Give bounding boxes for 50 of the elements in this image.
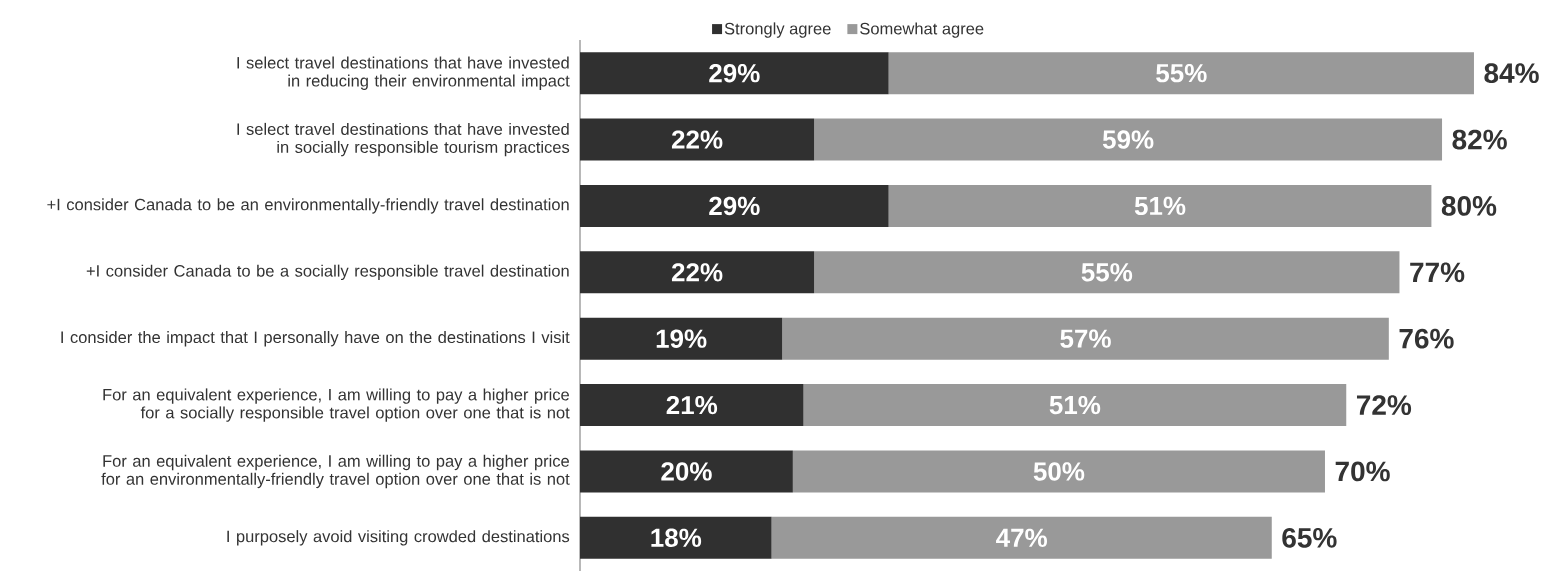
bar bbox=[814, 251, 1400, 294]
bar bbox=[580, 251, 815, 294]
data-label: 57% bbox=[1060, 329, 1111, 348]
data-label: 51% bbox=[1134, 196, 1186, 216]
y-tick-label: For an equivalent experience, I am willing to pay a higher price for an environmentally-friendly travel option over one that is not bbox=[101, 454, 570, 489]
total-label: 72% bbox=[1356, 395, 1412, 415]
data-label: 47% bbox=[996, 528, 1047, 547]
y-tick-label: +I consider Canada to be a socially responsible travel destination bbox=[86, 264, 569, 281]
data-label: 21% bbox=[666, 395, 718, 415]
data-label: 51% bbox=[1049, 395, 1101, 415]
bar bbox=[803, 384, 1347, 427]
data-label: 50% bbox=[1033, 462, 1085, 481]
data-label: 29% bbox=[709, 196, 760, 216]
total-label: 65% bbox=[1282, 527, 1337, 548]
data-label: 19% bbox=[656, 329, 707, 348]
total-label: 70% bbox=[1335, 461, 1390, 482]
total-label: 76% bbox=[1399, 328, 1454, 349]
bar bbox=[888, 184, 1432, 227]
total-label: 77% bbox=[1410, 262, 1465, 283]
bar bbox=[580, 184, 889, 227]
data-label: 22% bbox=[671, 263, 723, 282]
y-tick-label: For an equivalent experience, I am willing to pay a higher price for a socially responsible travel option over one that is not bbox=[103, 388, 570, 422]
bar bbox=[888, 52, 1474, 95]
y-tick-label: I select travel destinations that have invested in reducing their environmental impact bbox=[237, 56, 570, 90]
y-tick-label: I consider the impact that I personally have on the destinations I visit bbox=[61, 331, 570, 347]
legend-label: Somewhat agree bbox=[860, 22, 984, 38]
y-tick-label: I select travel destinations that have invested in socially responsible tourism practices bbox=[237, 122, 570, 157]
total-label: 82% bbox=[1452, 129, 1507, 150]
bar bbox=[580, 384, 804, 427]
data-label: 55% bbox=[1081, 263, 1133, 282]
bar bbox=[782, 317, 1389, 360]
bar bbox=[792, 450, 1325, 493]
data-label: 29% bbox=[709, 63, 760, 83]
total-label: 80% bbox=[1441, 196, 1497, 216]
bar bbox=[580, 450, 793, 493]
data-label: 20% bbox=[661, 462, 712, 481]
legend-label: Strongly agree bbox=[724, 22, 831, 38]
bar bbox=[814, 118, 1443, 161]
data-label: 22% bbox=[671, 130, 723, 149]
bar bbox=[771, 516, 1272, 559]
bar bbox=[580, 317, 783, 360]
y-tick-label: +I consider Canada to be an environmentally-friendly travel destination bbox=[47, 198, 569, 214]
bar bbox=[580, 516, 772, 559]
y-tick-label: I purposely avoid visiting crowded destinations bbox=[227, 530, 570, 546]
bar bbox=[580, 118, 815, 161]
total-label: 84% bbox=[1484, 63, 1539, 84]
bar bbox=[580, 52, 889, 95]
data-label: 59% bbox=[1102, 130, 1154, 149]
data-label: 55% bbox=[1156, 64, 1207, 83]
data-label: 18% bbox=[651, 528, 702, 548]
